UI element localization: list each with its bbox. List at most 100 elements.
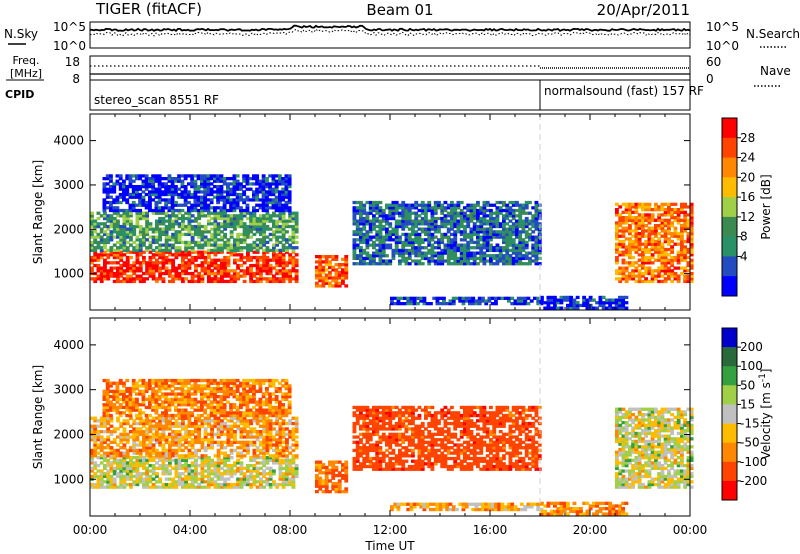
power-cell-2687	[492, 230, 497, 234]
power-cell-1728	[265, 182, 269, 186]
power-cell-1187	[288, 238, 293, 242]
power-cell-878	[194, 230, 198, 234]
power-cell-2052	[378, 243, 383, 247]
power-cell-2132	[394, 248, 399, 253]
velocity-cell-451	[252, 466, 257, 470]
power-cell-313	[210, 279, 215, 284]
nsearch-tick-bottom: 10^0	[706, 39, 739, 53]
power-cell-1572	[216, 198, 221, 202]
velocity-cell-1202	[281, 419, 286, 423]
velocity-cell-191	[158, 485, 163, 489]
power-cell-3197	[621, 253, 626, 257]
velocity-cell-566	[90, 448, 94, 453]
velocity-cell-922	[197, 448, 202, 453]
power-cell-2306	[424, 206, 428, 210]
power-cell-248	[184, 263, 189, 268]
power-cell-1489	[190, 179, 195, 183]
power-cell-1556	[209, 192, 214, 197]
power-cell-8	[93, 277, 98, 281]
power-cell-3034	[513, 302, 518, 306]
velocity-cell-948	[203, 421, 208, 426]
power-cell-3412	[654, 258, 658, 262]
velocity-cell-46	[106, 472, 111, 476]
power-cell-119	[135, 269, 140, 273]
power-cell-1326	[138, 192, 143, 197]
power-cell-1056	[249, 248, 254, 253]
power-cell-2874	[524, 232, 529, 237]
power-cell-2257	[414, 200, 419, 205]
velocity-cell-1200	[281, 427, 286, 431]
power-cell-156	[148, 250, 153, 254]
power-cell-85	[122, 277, 127, 281]
power-cell-1345	[144, 185, 149, 189]
power-cell-153	[148, 261, 153, 265]
power-cell-3488	[663, 229, 668, 233]
power-cell-593	[106, 238, 111, 242]
power-cell-2389	[440, 232, 445, 237]
power-cell-2907	[531, 219, 536, 223]
velocity-cell-429	[242, 466, 247, 470]
power-cell-306	[207, 269, 211, 273]
velocity-cell-18	[96, 480, 101, 484]
power-cell-1457	[180, 195, 185, 199]
power-cell-1633	[232, 177, 237, 181]
power-cell-2694	[495, 262, 500, 266]
velocity-cell-443	[249, 464, 254, 468]
power-cell-267	[190, 255, 195, 260]
power-cell-3539	[670, 202, 675, 206]
power-cell-3165	[615, 226, 619, 230]
velocity-cell-1058	[239, 416, 244, 420]
power-cell-3161	[615, 237, 619, 241]
power-cell-2109	[388, 222, 393, 226]
velocity-cell-263	[184, 477, 189, 481]
power-cell-466	[268, 263, 273, 268]
power-cell-3154	[615, 261, 619, 265]
velocity-cell-21	[96, 469, 101, 473]
power-cell-3352	[644, 250, 649, 254]
power-cell-1203	[291, 219, 296, 223]
velocity-cell-673	[122, 421, 127, 426]
power-cell-2480	[456, 243, 461, 247]
power-cell-1070	[252, 240, 257, 245]
power-cell-1902	[352, 254, 357, 258]
power-cell-3561	[676, 258, 681, 262]
power-cell-1682	[252, 190, 256, 194]
power-cell-1949	[359, 219, 363, 223]
velocity-cell-328	[207, 477, 211, 481]
power-cell-2171	[401, 240, 406, 245]
power-cell-2305	[424, 208, 428, 213]
power-cell-2736	[502, 235, 506, 239]
power-cell-3486	[663, 234, 668, 238]
power-cell-1559	[209, 182, 214, 186]
power-cell-2387	[440, 238, 445, 242]
power-cell-311	[207, 253, 211, 257]
velocity-cell-866	[177, 421, 182, 426]
power-cell-223	[174, 255, 179, 260]
velocity-cell-104	[125, 469, 130, 473]
velocity-cell-699	[132, 427, 137, 431]
power-cell-792	[168, 248, 172, 253]
power-cell-1865	[334, 284, 339, 288]
velocity-cell-1210	[285, 427, 289, 431]
power-cell-2733	[502, 246, 506, 250]
power-cell-955	[216, 214, 221, 218]
power-cell-63	[112, 250, 117, 254]
velocity-cell-416	[239, 480, 244, 484]
velocity-cell-841	[171, 424, 176, 428]
power-cell-3275	[634, 274, 639, 278]
velocity-cell-929	[197, 424, 202, 428]
power-cell-2064	[378, 208, 383, 213]
power-cell-577	[99, 227, 104, 231]
power-cell-3498	[667, 271, 671, 276]
velocity-cell-991	[220, 446, 224, 450]
power-cell-1837	[321, 265, 326, 269]
power-cell-2963	[403, 296, 407, 300]
velocity-cell-1066	[242, 427, 247, 431]
power-cell-1380	[154, 179, 159, 183]
velocity-cell-387	[226, 469, 231, 473]
power-cell-3174	[618, 271, 623, 276]
power-cell-2525	[463, 216, 467, 221]
power-cell-2537	[466, 240, 471, 245]
power-cell-359	[226, 274, 231, 278]
power-cell-2505	[459, 216, 464, 221]
